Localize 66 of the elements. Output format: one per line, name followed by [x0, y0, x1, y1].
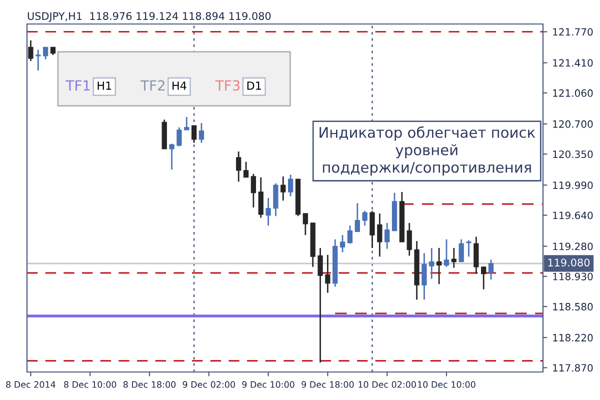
candlestick — [280, 176, 286, 202]
candlestick — [436, 247, 442, 285]
x-tick-label: 10 Dec 02:00 — [358, 381, 416, 388]
candlestick — [466, 240, 472, 258]
annotation: TF3 — [215, 80, 240, 91]
chart-title: USDJPY,H1 118.976 119.124 118.894 119.080 — [28, 12, 271, 22]
x-tick-label: 8 Dec 18:00 — [123, 381, 176, 388]
candlestick — [488, 258, 494, 280]
y-tick-label: 119.280 — [553, 242, 593, 250]
candlestick — [288, 174, 294, 197]
candlestick — [429, 247, 434, 280]
candlestick — [273, 182, 278, 217]
y-tick-label: 120.350 — [553, 150, 593, 158]
candlestick — [258, 176, 264, 219]
candlestick — [362, 210, 368, 226]
x-tick-label: 9 Dec 02:00 — [182, 381, 235, 388]
annotation: D1 — [247, 82, 261, 90]
candlestick — [474, 236, 479, 274]
candlestick — [28, 40, 34, 62]
x-tick-label: 8 Dec 2014 — [6, 381, 56, 388]
candlestick — [458, 238, 464, 262]
candlestick — [266, 197, 271, 226]
y-tick-label: 119.640 — [553, 212, 593, 220]
ref-line-label: 119.080 — [548, 258, 590, 266]
candlestick — [340, 234, 346, 253]
candlestick — [481, 266, 486, 290]
candlestick — [318, 247, 323, 364]
candlestick — [302, 212, 308, 236]
annotation: H4 — [172, 82, 186, 90]
candlestick — [36, 49, 41, 72]
candlestick — [250, 173, 256, 208]
candlestick — [198, 122, 204, 144]
x-tick-label: 9 Dec 10:00 — [242, 381, 294, 388]
candlestick — [422, 252, 427, 300]
y-tick-label: 120.700 — [553, 120, 593, 128]
candlestick — [184, 116, 190, 131]
candlestick — [169, 143, 174, 170]
y-tick-label: 118.930 — [553, 272, 593, 280]
candlestick — [236, 150, 242, 182]
y-tick-label: 117.870 — [553, 364, 593, 372]
annotation: H1 — [98, 82, 112, 90]
y-tick-label: 118.580 — [553, 302, 593, 310]
y-tick-label: 118.220 — [553, 334, 593, 342]
x-tick-label: 10 Dec 10:00 — [418, 381, 476, 388]
annotation: Индикатор облегчает поиск уровней поддержки/сопротивления — [320, 126, 536, 176]
candlestick — [354, 202, 360, 232]
candlestick — [377, 212, 382, 258]
y-tick-label: 121.410 — [553, 59, 593, 67]
y-tick-label: 121.770 — [553, 28, 593, 36]
annotation: TF1 — [66, 80, 90, 90]
candlestick — [325, 254, 330, 294]
candlestick — [176, 126, 182, 148]
y-tick-label: 119.990 — [553, 181, 593, 190]
candlestick — [451, 247, 456, 268]
candlestick — [406, 222, 412, 256]
y-tick-label: 121.060 — [553, 89, 593, 97]
x-tick-label: 8 Dec 10:00 — [64, 381, 116, 388]
candlestick — [42, 46, 48, 60]
candlestick — [347, 224, 353, 244]
candlestick — [370, 210, 375, 249]
candlestick — [191, 124, 197, 144]
x-tick-label: 9 Dec 18:00 — [302, 381, 354, 388]
candlestick — [243, 161, 249, 178]
candlestick — [444, 238, 450, 268]
candlestick — [384, 222, 390, 250]
annotation: TF2 — [140, 80, 164, 90]
